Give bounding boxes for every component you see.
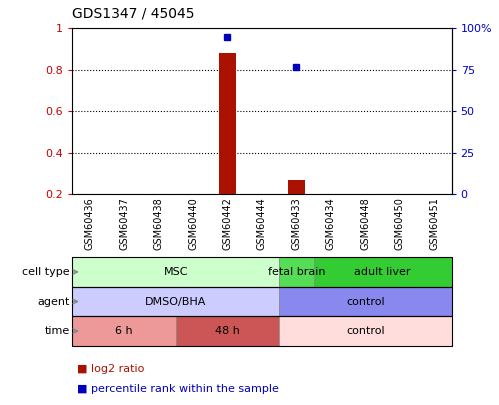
- Text: agent: agent: [37, 296, 70, 307]
- Text: fetal brain: fetal brain: [267, 267, 325, 277]
- Text: control: control: [346, 296, 385, 307]
- Bar: [288, 180, 305, 194]
- Text: MSC: MSC: [164, 267, 188, 277]
- Text: ■ log2 ratio: ■ log2 ratio: [77, 364, 145, 374]
- Text: 6 h: 6 h: [115, 326, 133, 336]
- Text: GDS1347 / 45045: GDS1347 / 45045: [72, 6, 195, 20]
- Text: time: time: [44, 326, 70, 336]
- Text: DMSO/BHA: DMSO/BHA: [145, 296, 207, 307]
- Bar: [219, 53, 236, 194]
- Text: ■ percentile rank within the sample: ■ percentile rank within the sample: [77, 384, 279, 394]
- Text: cell type: cell type: [22, 267, 70, 277]
- Text: control: control: [346, 326, 385, 336]
- Text: adult liver: adult liver: [354, 267, 411, 277]
- Text: 48 h: 48 h: [215, 326, 240, 336]
